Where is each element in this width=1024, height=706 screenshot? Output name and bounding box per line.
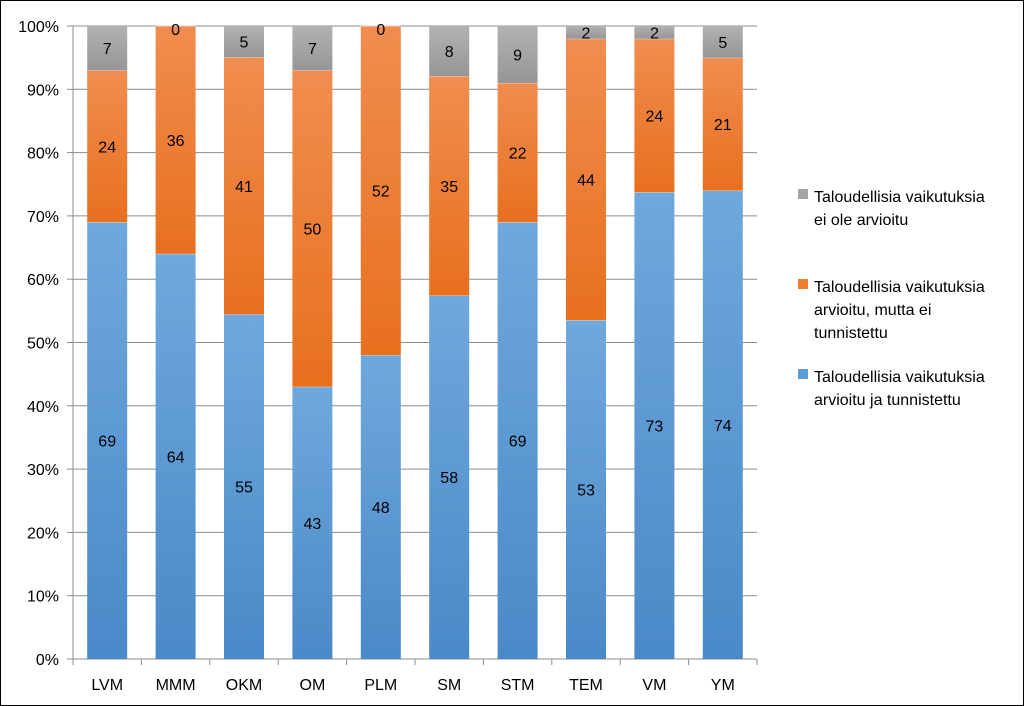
data-label-plm-series-3: 0 xyxy=(376,22,385,39)
x-tick-label: TEM xyxy=(569,677,603,694)
y-tick-label: 20% xyxy=(27,525,59,542)
bar-segment-sm-series-1 xyxy=(429,295,470,659)
data-label-vm-series-3: 2 xyxy=(650,25,659,42)
y-tick-label: 90% xyxy=(27,82,59,99)
legend-swatch-series-1 xyxy=(798,369,808,379)
data-label-sm-series-1: 58 xyxy=(440,470,458,487)
bar-segment-mmm-series-1 xyxy=(155,253,196,659)
data-label-stm-series-2: 22 xyxy=(509,146,527,163)
bar-segment-vm-series-1 xyxy=(634,192,675,659)
data-label-vm-series-2: 24 xyxy=(646,109,664,126)
bar-segment-okm-series-3 xyxy=(224,26,264,58)
x-tick-label: YM xyxy=(711,677,735,694)
bars xyxy=(87,25,743,660)
legend-swatch-series-3 xyxy=(798,189,808,199)
data-label-stm-series-3: 9 xyxy=(513,47,522,64)
data-label-stm-series-1: 69 xyxy=(509,434,527,451)
data-label-om-series-1: 43 xyxy=(304,516,322,533)
bar-segment-tem-series-3 xyxy=(566,26,606,39)
data-label-ym-series-2: 21 xyxy=(714,117,732,134)
data-label-tem-series-1: 53 xyxy=(577,483,595,500)
data-label-okm-series-2: 41 xyxy=(235,179,253,196)
legend-swatch-series-2 xyxy=(798,279,808,289)
data-label-tem-series-2: 44 xyxy=(577,172,595,189)
x-tick-label: SM xyxy=(437,677,461,694)
bar-segment-stm-series-2 xyxy=(497,82,538,223)
x-tick-label: PLM xyxy=(364,677,397,694)
bar-segment-sm-series-3 xyxy=(429,26,470,77)
bar-segment-plm-series-1 xyxy=(360,355,401,659)
legend-label-series-2: Taloudellisia vaikutuksia xyxy=(814,279,985,296)
data-label-plm-series-2: 52 xyxy=(372,184,390,201)
bar-segment-lvm-series-2 xyxy=(87,70,128,223)
tick-labels: 0% 10% 20% 30% 40% 50% 60% 70% 80% 90% 100% LVM MMM O… xyxy=(18,19,735,694)
bar-segment-stm-series-1 xyxy=(497,222,538,660)
legend-label-series-2: arvioitu, mutta ei xyxy=(814,302,931,319)
data-label-okm-series-3: 5 xyxy=(240,35,249,52)
y-tick-label: 60% xyxy=(27,272,59,289)
bar-segment-tem-series-2 xyxy=(566,38,606,321)
legend-label-series-3: ei ole arvioitu xyxy=(814,212,908,229)
bar-segment-plm-series-2 xyxy=(360,26,401,356)
bar-segment-om-series-3 xyxy=(292,26,333,71)
bar-segment-okm-series-2 xyxy=(224,57,264,315)
bar-segment-ym-series-2 xyxy=(702,57,743,191)
y-tick-label: 50% xyxy=(27,336,59,353)
bar-segment-vm-series-2 xyxy=(634,38,675,193)
data-label-mmm-series-2: 36 xyxy=(167,133,185,150)
data-label-ym-series-1: 74 xyxy=(714,418,732,435)
bar-segment-om-series-1 xyxy=(292,386,333,659)
data-label-vm-series-1: 73 xyxy=(646,419,664,436)
bar-segment-tem-series-1 xyxy=(566,320,606,659)
data-label-om-series-2: 50 xyxy=(304,222,322,239)
x-tick-label: VM xyxy=(642,677,666,694)
x-tick-label: OKM xyxy=(226,677,262,694)
bar-segment-okm-series-1 xyxy=(224,314,264,659)
y-tick-label: 70% xyxy=(27,209,59,226)
data-label-lvm-series-2: 24 xyxy=(98,139,116,156)
x-tick-label: STM xyxy=(501,677,535,694)
legend-label-series-1: Taloudellisia vaikutuksia xyxy=(814,369,985,386)
bar-segment-ym-series-1 xyxy=(702,190,743,659)
y-tick-label: 100% xyxy=(18,19,59,36)
x-tick-label: MMM xyxy=(156,677,196,694)
data-label-ym-series-3: 5 xyxy=(718,35,727,52)
data-label-sm-series-3: 8 xyxy=(445,44,454,61)
data-label-lvm-series-3: 7 xyxy=(103,41,112,58)
x-tick-label: OM xyxy=(300,677,326,694)
data-label-om-series-3: 7 xyxy=(308,41,317,58)
bar-segment-sm-series-2 xyxy=(429,76,470,296)
bar-segment-om-series-2 xyxy=(292,70,333,387)
data-label-tem-series-3: 2 xyxy=(582,25,591,42)
bar-segment-vm-series-3 xyxy=(634,26,675,39)
data-label-mmm-series-1: 64 xyxy=(167,449,185,466)
legend-label-series-1: arvioitu ja tunnistettu xyxy=(814,392,961,409)
data-label-okm-series-1: 55 xyxy=(235,480,253,497)
bar-segment-lvm-series-1 xyxy=(87,222,128,660)
y-tick-label: 80% xyxy=(27,146,59,163)
legend-label-series-3: Taloudellisia vaikutuksia xyxy=(814,189,985,206)
bar-segment-ym-series-3 xyxy=(702,26,743,58)
data-label-sm-series-2: 35 xyxy=(440,179,458,196)
y-tick-label: 10% xyxy=(27,589,59,606)
data-labels: 6924764360554154350748520583586922953442… xyxy=(98,22,731,533)
x-tick-label: LVM xyxy=(91,677,123,694)
bar-segment-lvm-series-3 xyxy=(87,26,128,71)
bar-segment-mmm-series-2 xyxy=(155,26,196,254)
bar-segment-stm-series-3 xyxy=(497,26,538,83)
data-label-mmm-series-3: 0 xyxy=(171,22,180,39)
data-label-plm-series-1: 48 xyxy=(372,500,390,517)
y-tick-label: 30% xyxy=(27,462,59,479)
y-tick-label: 0% xyxy=(36,652,59,669)
legend-label-series-2: tunnistettu xyxy=(814,325,888,342)
y-tick-label: 40% xyxy=(27,399,59,416)
data-label-lvm-series-1: 69 xyxy=(98,434,116,451)
legend: Taloudellisia vaikutuksia ei ole arvioitu… xyxy=(798,189,985,409)
